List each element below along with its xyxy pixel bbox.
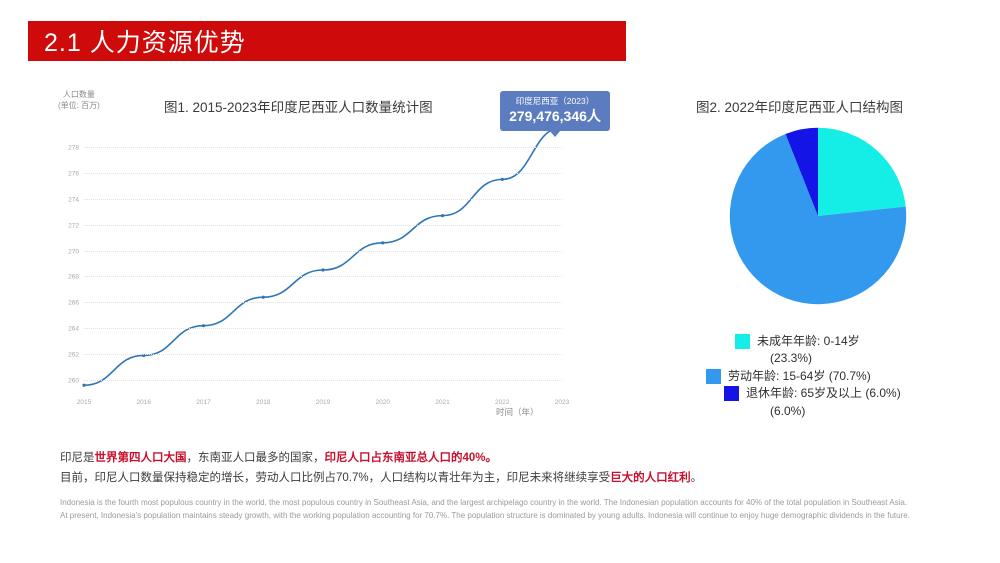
cn1-highlight-1: 世界第四人口大国	[94, 452, 187, 464]
cn2-highlight: 巨大的人口红利	[610, 471, 691, 484]
chart1-y-tick-label: 272	[68, 222, 79, 230]
pie-slice	[818, 127, 906, 216]
chart1-data-point	[261, 295, 265, 299]
page-title: 2.1 人力资源优势	[44, 29, 246, 57]
chart1-x-tick-label: 2019	[315, 399, 331, 406]
summary-text-block: 印尼是世界第四人口大国，东南亚人口最多的国家，印尼人口占东南亚总人口的40%。 …	[60, 450, 945, 523]
chart1-x-tick-label: 2023	[554, 399, 570, 406]
chart1-x-tick-label: 2018	[256, 399, 271, 406]
chart1-y-tick-label: 274	[68, 196, 79, 204]
chart1-y-tick-label: 260	[68, 377, 79, 385]
legend-label-minors: 未成年年龄: 0-14岁	[757, 334, 860, 348]
summary-en-block: Indonesia is the fourth most populous co…	[60, 497, 940, 522]
chart1-x-axis-caption: 时间（年）	[496, 407, 539, 417]
legend-item-retirement-age: 退休年龄: 65岁及以上 (6.0%)	[660, 385, 980, 402]
cn2-part-b: 。	[690, 471, 703, 484]
legend-subvalue-minors: (23.3%)	[770, 351, 813, 366]
chart1-data-point	[500, 177, 504, 181]
legend-subvalue-retirement: (6.0%)	[770, 403, 806, 418]
chart1-data-point	[82, 383, 86, 387]
legend-item-minors: 未成年年龄: 0-14岁	[660, 333, 980, 350]
y-caption-line-2: (单位: 百万)	[58, 100, 100, 110]
chart1-x-tick-label: 2017	[196, 399, 211, 406]
chart2-title: 图2. 2022年印度尼西亚人口结构图	[696, 100, 904, 115]
chart1-callout: 印度尼西亚（2023） 279,476,346人	[500, 91, 610, 138]
chart1-gridline: 278	[68, 145, 562, 152]
callout-value: 279,476,346人	[509, 107, 601, 124]
chart1-y-tick-label: 264	[68, 325, 79, 333]
chart1-gridline: 276	[68, 170, 562, 177]
chart1-y-tick-label: 270	[68, 248, 79, 256]
population-structure-pie-chart: 图2. 2022年印度尼西亚人口结构图 未成年年龄: 0-14岁 (23.3%)…	[660, 88, 980, 448]
chart1-data-point	[321, 268, 325, 272]
chart1-y-tick-label: 266	[68, 299, 79, 307]
summary-cn-line-1: 印尼是世界第四人口大国，东南亚人口最多的国家，印尼人口占东南亚总人口的40%。	[60, 450, 945, 468]
chart1-y-tick-label: 268	[68, 273, 79, 281]
slide-title-bar: 2.1 人力资源优势	[28, 21, 626, 61]
chart1-gridline: 264	[68, 326, 562, 333]
cn1-part-b: ，东南亚人口最多的国家，	[186, 452, 325, 464]
chart1-line-path	[84, 128, 562, 386]
chart1-y-tick-label: 278	[68, 144, 79, 152]
legend-label-working-age: 劳动年龄: 15-64岁 (70.7%)	[728, 368, 871, 383]
legend-subvalue-minors-row: (23.3%)	[660, 350, 980, 367]
chart1-gridline: 272	[68, 222, 562, 229]
chart1-y-tick-label: 262	[68, 351, 79, 359]
chart1-title: 图1. 2015-2023年印度尼西亚人口数量统计图	[164, 100, 433, 115]
pie-slice	[729, 133, 907, 305]
chart1-y-axis-caption: 人口数量 (单位: 百万)	[58, 90, 100, 112]
chart1-gridline: 274	[68, 196, 562, 203]
chart1-gridline: 268	[68, 274, 562, 281]
summary-en-paragraph-2: At present, Indonesia's population maint…	[60, 510, 910, 520]
legend-swatch-retirement-age	[724, 386, 739, 402]
chart1-gridline: 262	[68, 352, 562, 359]
callout-label: 印度尼西亚（2023）	[515, 96, 595, 106]
legend-label-retirement-age: 退休年龄: 65岁及以上 (6.0%)	[746, 386, 901, 401]
chart1-x-tick-label: 2022	[495, 399, 510, 406]
y-caption-line-1: 人口数量	[62, 90, 95, 99]
cn1-part-a: 印尼是	[60, 452, 95, 464]
chart1-line-series	[82, 125, 564, 387]
chart1-gridline: 260	[68, 378, 562, 385]
pie-slices	[729, 127, 907, 305]
chart1-gridline: 266	[68, 300, 562, 307]
legend-swatch-working-age	[706, 368, 721, 384]
chart1-plot-area: 260 262 264 266 268 270 272 274 276 278 2015 2016 20…	[68, 125, 569, 406]
chart1-gridline: 270	[68, 248, 562, 255]
chart1-x-tick-label: 2020	[375, 399, 390, 406]
chart2-pie-area	[728, 126, 908, 306]
chart2-legend: 未成年年龄: 0-14岁 (23.3%) 劳动年龄: 15-64岁 (70.7%…	[660, 333, 980, 420]
chart1-y-tick-label: 276	[68, 170, 79, 178]
cn2-part-a: 目前，印尼人口数量保持稳定的增长，劳动人口比例占70.7%，人口结构以青壮年为主…	[60, 471, 611, 484]
chart1-data-point	[381, 241, 385, 245]
pie-slice	[785, 127, 818, 216]
legend-item-working-age: 劳动年龄: 15-64岁 (70.7%)	[660, 368, 980, 385]
chart1-x-tick-label: 2021	[435, 399, 450, 406]
legend-subvalue-retirement-row: (6.0%)	[660, 403, 980, 420]
summary-en-paragraph-1: Indonesia is the fourth most populous co…	[60, 497, 908, 507]
chart1-data-point	[440, 214, 445, 218]
cn1-highlight-2: 印尼人口占东南亚总人口的40%。	[324, 452, 498, 464]
summary-cn-line-2: 目前，印尼人口数量保持稳定的增长，劳动人口比例占70.7%，人口结构以青壮年为主…	[60, 468, 945, 488]
chart1-x-tick-label: 2016	[136, 399, 151, 406]
population-line-chart: 图1. 2015-2023年印度尼西亚人口数量统计图 人口数量 (单位: 百万)…	[52, 88, 592, 418]
legend-swatch-minors	[735, 334, 750, 350]
chart1-data-point	[201, 324, 206, 328]
chart1-x-tick-label: 2015	[76, 399, 92, 406]
